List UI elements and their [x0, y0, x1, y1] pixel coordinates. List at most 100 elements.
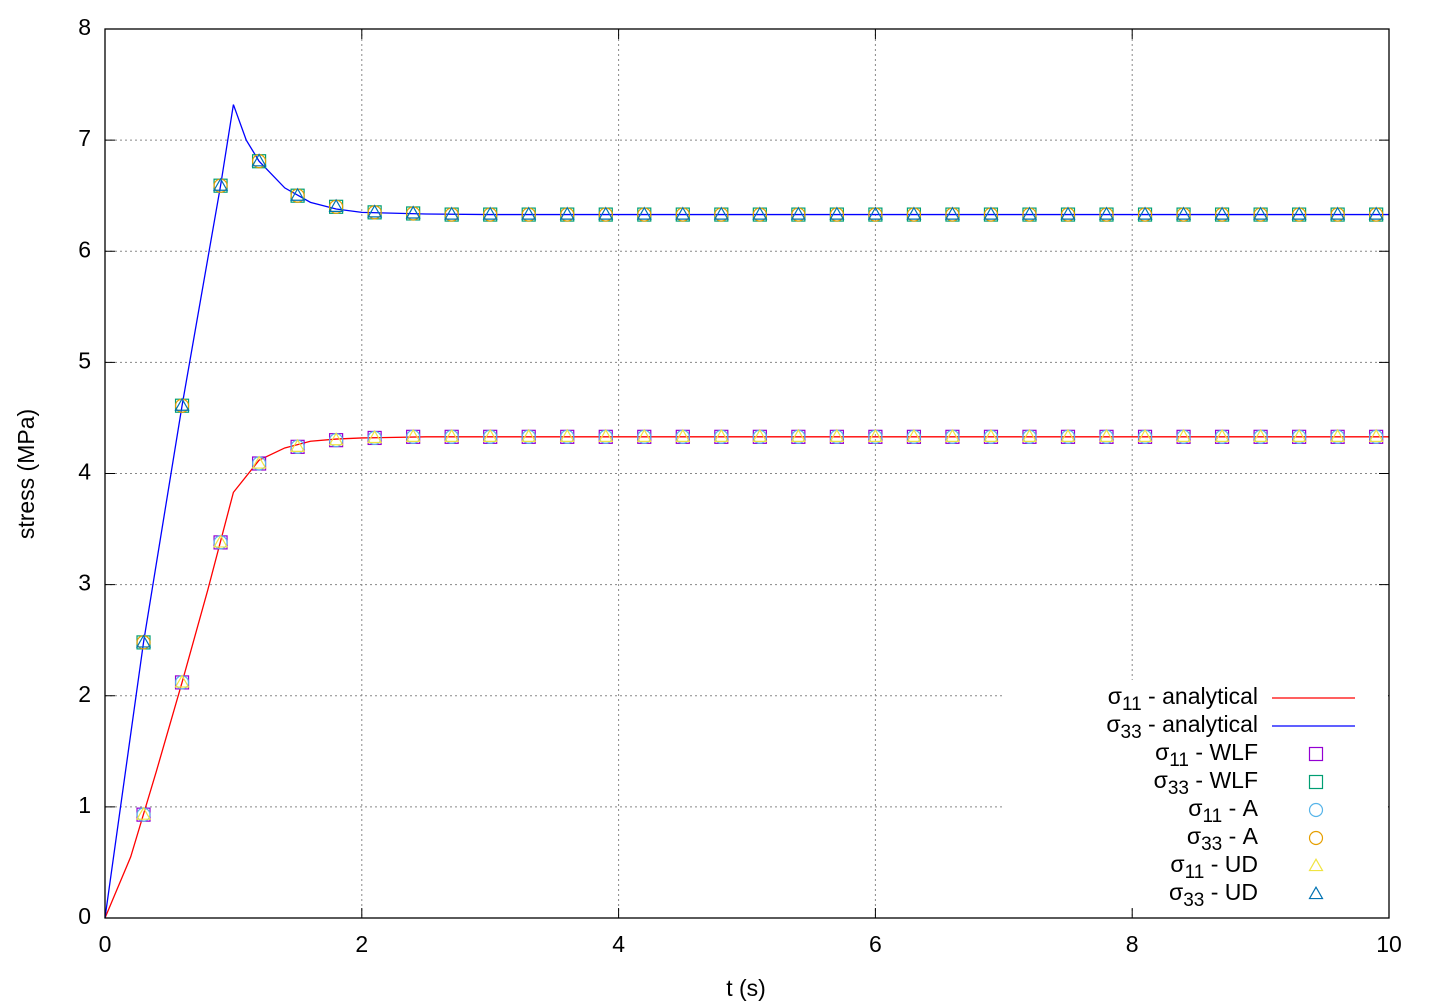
- y-tick-label: 7: [78, 125, 91, 151]
- marker: [290, 438, 306, 452]
- marker: [1308, 830, 1324, 846]
- marker: [405, 428, 421, 442]
- marker: [867, 428, 883, 442]
- marker: [1330, 206, 1346, 220]
- marker: [1137, 206, 1153, 220]
- marker: [829, 428, 845, 442]
- marker: [1330, 428, 1346, 442]
- marker: [174, 397, 190, 411]
- x-axis-label: t (s): [726, 975, 766, 1001]
- marker: [598, 428, 614, 442]
- marker: [1308, 802, 1324, 818]
- marker: [752, 428, 768, 442]
- marker: [1176, 428, 1192, 442]
- marker: [1308, 746, 1324, 762]
- marker: [1214, 428, 1230, 442]
- y-tick-label: 2: [78, 681, 91, 707]
- marker: [1098, 206, 1115, 220]
- legend-label: σ33 - WLF: [1154, 767, 1258, 799]
- marker: [944, 206, 960, 220]
- marker: [752, 206, 768, 220]
- marker: [944, 428, 960, 442]
- y-tick-label: 1: [78, 792, 91, 818]
- marker: [906, 428, 922, 442]
- marker: [1253, 206, 1269, 220]
- legend-background: [1005, 680, 1388, 908]
- marker: [367, 204, 383, 218]
- legend-label: σ33 - analytical: [1106, 711, 1258, 743]
- marker: [983, 206, 999, 220]
- marker: [135, 634, 152, 648]
- marker: [1368, 206, 1384, 220]
- marker: [713, 428, 729, 442]
- y-tick-label: 0: [78, 903, 91, 929]
- y-tick-label: 5: [78, 347, 91, 373]
- marker: [1060, 428, 1076, 442]
- marker: [675, 206, 691, 220]
- y-tick-label: 4: [78, 459, 91, 485]
- marker: [1308, 885, 1324, 900]
- marker: [790, 428, 806, 442]
- marker: [174, 674, 190, 688]
- marker: [713, 206, 729, 220]
- marker: [1098, 428, 1115, 442]
- legend-label: σ33 - A: [1187, 823, 1259, 855]
- marker: [213, 534, 229, 548]
- marker: [521, 428, 537, 442]
- marker: [1253, 428, 1269, 442]
- x-tick-label: 8: [1126, 931, 1139, 957]
- x-tick-label: 4: [612, 931, 625, 957]
- marker: [1291, 428, 1307, 442]
- marker: [1137, 428, 1153, 442]
- marker: [135, 806, 152, 820]
- y-tick-label: 3: [78, 570, 91, 596]
- marker: [367, 429, 383, 444]
- marker: [482, 206, 498, 220]
- marker: [290, 187, 306, 201]
- marker: [1308, 857, 1324, 872]
- marker: [1368, 428, 1384, 442]
- marker: [405, 205, 421, 219]
- legend-label: σ11 - WLF: [1155, 739, 1258, 771]
- marker: [521, 206, 537, 220]
- y-tick-label: 6: [78, 236, 91, 262]
- y-axis-label: stress (MPa): [13, 409, 39, 539]
- marker: [1021, 206, 1038, 220]
- marker: [983, 428, 999, 442]
- y-tick-label: 8: [78, 14, 91, 40]
- plot-border: [104, 28, 1390, 919]
- marker: [444, 428, 460, 442]
- x-tick-label: 2: [355, 931, 368, 957]
- marker: [867, 206, 883, 220]
- marker: [1021, 428, 1038, 442]
- marker: [559, 428, 575, 442]
- marker: [213, 177, 229, 191]
- x-tick-label: 6: [869, 931, 882, 957]
- marker: [328, 432, 344, 446]
- marker: [1060, 206, 1076, 220]
- marker: [790, 206, 806, 220]
- x-tick-label: 0: [99, 931, 112, 957]
- marker: [598, 206, 614, 220]
- x-tick-label: 10: [1376, 931, 1402, 957]
- marker: [829, 206, 845, 220]
- marker: [1176, 206, 1192, 220]
- marker: [251, 153, 267, 167]
- marker: [1308, 774, 1324, 790]
- marker: [636, 428, 652, 442]
- legend-label: σ11 - analytical: [1108, 683, 1258, 715]
- legend-label: σ11 - A: [1188, 795, 1258, 827]
- legend-label: σ33 - UD: [1169, 879, 1258, 911]
- marker: [482, 428, 498, 442]
- marker: [251, 455, 267, 469]
- marker: [675, 428, 691, 442]
- legend-label: σ11 - UD: [1170, 851, 1258, 883]
- marker: [636, 206, 652, 220]
- marker: [906, 206, 922, 220]
- marker: [328, 198, 344, 212]
- marker: [559, 206, 575, 220]
- data-line: [104, 436, 1389, 919]
- marker: [1214, 206, 1230, 220]
- marker: [444, 206, 460, 220]
